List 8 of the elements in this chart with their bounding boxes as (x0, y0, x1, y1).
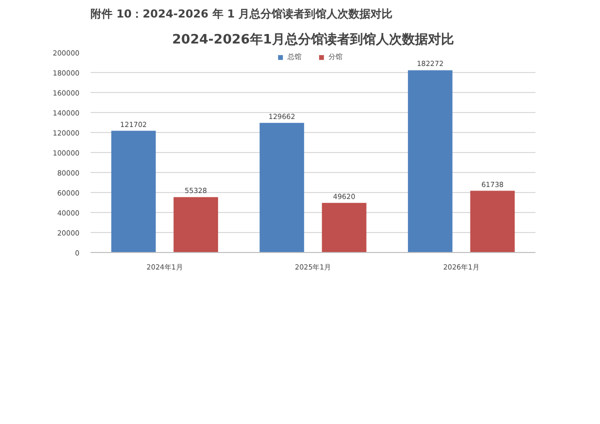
bar (111, 130, 156, 252)
chart-title: 2024-2026年1月总分馆读者到馆人次数据对比 (172, 32, 454, 48)
bar (470, 190, 515, 252)
text: 附件 10：2024-2026 年 1 月总分馆读者到馆人次数据对比 (90, 8, 393, 20)
bar (408, 70, 452, 252)
bar (174, 197, 218, 252)
bar (322, 202, 366, 252)
bar (260, 122, 304, 252)
